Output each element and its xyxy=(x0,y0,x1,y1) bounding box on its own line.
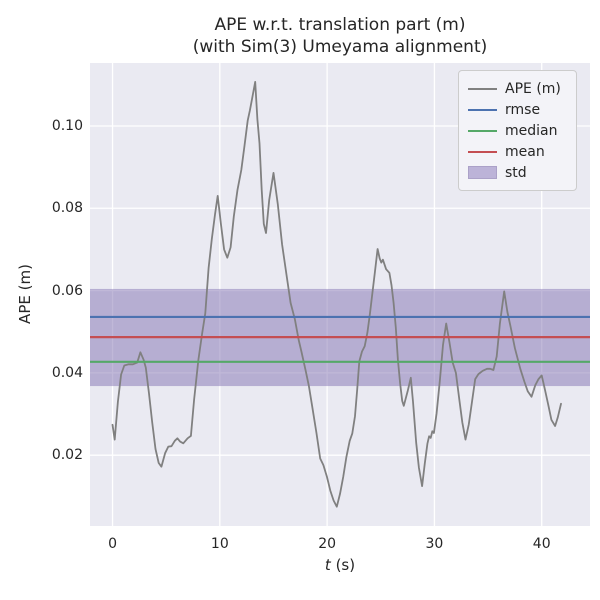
legend-entry-mean: mean xyxy=(468,141,567,162)
x-axis-label-unit: (s) xyxy=(330,556,356,574)
y-tick-label: 0.06 xyxy=(51,282,83,299)
mean-line-sample-icon xyxy=(468,150,497,153)
legend-label-std: std xyxy=(505,164,527,181)
x-axis-label-variable: t xyxy=(324,556,331,574)
y-tick-label: 0.10 xyxy=(51,117,83,134)
median-line-sample-icon xyxy=(468,129,497,132)
legend-label-ape: APE (m) xyxy=(505,80,561,97)
chart-title-line2: (with Sim(3) Umeyama alignment) xyxy=(192,37,488,57)
x-tick-label: 10 xyxy=(210,536,229,552)
rmse-line-sample-icon xyxy=(468,108,497,111)
x-tick-label: 30 xyxy=(425,536,444,552)
legend-entry-ape: APE (m) xyxy=(468,78,567,99)
chart-title-line1: APE w.r.t. translation part (m) xyxy=(214,15,466,35)
legend-entry-std: std xyxy=(468,162,567,183)
y-tick-label: 0.02 xyxy=(51,447,83,464)
legend-label-rmse: rmse xyxy=(505,101,541,118)
y-tick-label: 0.08 xyxy=(51,200,83,217)
std-patch-sample-icon xyxy=(468,166,497,179)
x-axis-label: t (s) xyxy=(90,556,590,574)
y-tick-label: 0.04 xyxy=(51,364,83,381)
legend-entry-rmse: rmse xyxy=(468,99,567,120)
x-tick-label: 20 xyxy=(318,536,337,552)
ape-curve xyxy=(111,80,562,508)
legend-entry-median: median xyxy=(468,120,567,141)
y-axis-label: APE (m) xyxy=(16,264,34,324)
chart-title: APE w.r.t. translation part (m) (with Si… xyxy=(90,14,590,58)
legend-box: APE (m) rmse median mean std xyxy=(458,70,577,191)
x-tick-label: 40 xyxy=(532,536,551,552)
legend-label-median: median xyxy=(505,122,558,139)
ape-line-sample-icon xyxy=(468,87,497,90)
x-tick-label: 0 xyxy=(108,536,117,552)
legend-label-mean: mean xyxy=(505,143,545,160)
